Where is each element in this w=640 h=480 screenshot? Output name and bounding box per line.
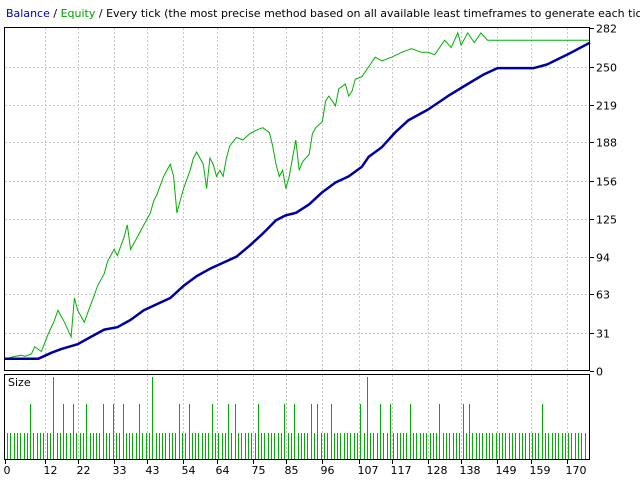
- main-panel-frame: [4, 27, 590, 371]
- balance-line: [5, 41, 591, 361]
- y-tick-label: 63: [596, 289, 610, 302]
- x-tick-label: 33: [113, 464, 127, 477]
- size-bars: [7, 377, 586, 459]
- x-tick-label: 107: [358, 464, 379, 477]
- header-test-mode: Every tick (the most precise method base…: [106, 7, 640, 20]
- x-tick-label: 12: [44, 464, 58, 477]
- legend-balance: Balance: [6, 7, 50, 20]
- y-tick-label: 282: [596, 23, 617, 36]
- x-tick-label: 22: [77, 464, 91, 477]
- equity-line: [4, 31, 590, 360]
- x-tick-label: 138: [460, 464, 481, 477]
- x-tick-label: 96: [321, 464, 335, 477]
- y-tick-label: 31: [596, 328, 610, 341]
- size-panel-label: Size: [8, 376, 31, 389]
- x-tick-label: 43: [146, 464, 160, 477]
- y-axis-ticks: 0 31 63 94 125 156 188 219 250 282: [590, 23, 617, 379]
- x-tick-label: 149: [496, 464, 517, 477]
- y-tick-label: 250: [596, 62, 617, 75]
- x-tick-label: 85: [285, 464, 299, 477]
- legend-sep-2: /: [95, 7, 106, 20]
- legend-equity: Equity: [61, 7, 96, 20]
- x-tick-label: 54: [182, 464, 196, 477]
- y-tick-label: 94: [596, 252, 610, 265]
- y-tick-label: 0: [596, 366, 603, 379]
- x-axis-ticks: 0 12 22 33 43 54 64 75 85 96 107 117 128 138 149 159 170: [4, 460, 587, 477]
- x-tick-label: 117: [391, 464, 412, 477]
- x-tick-label: 75: [252, 464, 266, 477]
- x-tick-label: 159: [530, 464, 551, 477]
- y-tick-label: 156: [596, 176, 617, 189]
- legend-sep-1: /: [50, 7, 61, 20]
- chart-header: Balance / Equity / Every tick (the most …: [6, 7, 640, 20]
- size-panel-frame: [4, 374, 590, 460]
- x-tick-label: 64: [216, 464, 230, 477]
- x-tick-label: 0: [4, 464, 11, 477]
- main-grid: [5, 28, 590, 371]
- y-tick-label: 188: [596, 137, 617, 150]
- x-tick-label: 128: [427, 464, 448, 477]
- y-tick-label: 125: [596, 214, 617, 227]
- x-tick-label: 170: [566, 464, 587, 477]
- y-tick-label: 219: [596, 100, 617, 113]
